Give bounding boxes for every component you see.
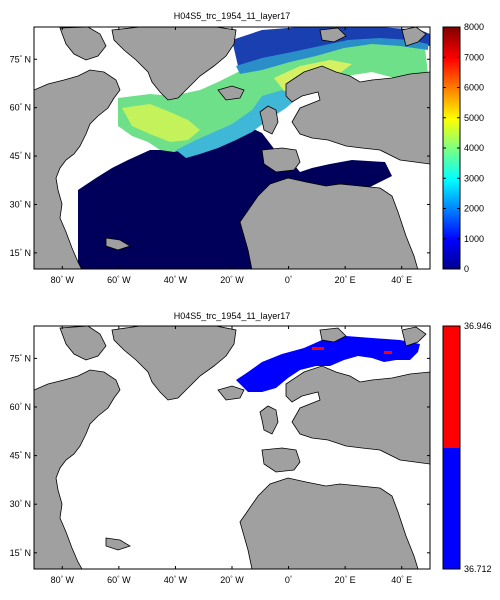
caribbean-2: [105, 537, 131, 551]
colorbar-tick-label: 6000: [464, 83, 484, 93]
colorbar-tick-label: 3000: [464, 173, 484, 183]
y-tick-label: 15° N: [10, 248, 31, 258]
scandinavia: [285, 65, 430, 165]
y-tick-label: 75° N: [10, 353, 31, 363]
y-tick-label: 30° N: [10, 199, 31, 209]
caribbean: [105, 237, 131, 251]
colorbar-tick-label: 36.946: [464, 321, 492, 331]
x-tick-label: 0°: [285, 575, 293, 585]
north-america: [34, 69, 121, 269]
panel-1: H04S5_trc_1954_11_layer17: [10, 11, 484, 285]
x-tick-label: 80° W: [51, 275, 75, 285]
iberia: [261, 147, 301, 173]
x-tick-label: 40° E: [391, 275, 412, 285]
ocean-low-field: [78, 125, 392, 269]
x-tick-label: 20° E: [335, 575, 356, 585]
colorbar-tick-label: 0: [464, 264, 469, 274]
y-tick-label: 15° N: [10, 548, 31, 558]
north-america-2: [34, 369, 121, 569]
x-tick-label: 40° E: [391, 575, 412, 585]
iceland-2: [217, 385, 245, 401]
panel-2-title: H04S5_trc_1954_11_layer17: [174, 311, 290, 321]
panel-2-colorbar-frame: [442, 325, 461, 570]
colorbar-tick-label: 4000: [464, 143, 484, 153]
colorbar-tick-label: 2000: [464, 204, 484, 214]
x-tick-label: 40° W: [164, 575, 188, 585]
x-tick-label: 20° W: [220, 275, 244, 285]
red-spot-east: [384, 351, 392, 354]
panel-2-x-axis: 80° W 60° W 40° W 20° W 0° 20° E 40° E: [51, 326, 412, 585]
panel-2-land: [34, 326, 430, 569]
x-tick-label: 60° W: [107, 575, 131, 585]
africa-2: [239, 477, 419, 569]
panel-1-land: [34, 27, 430, 269]
y-tick-label: 60° N: [10, 402, 31, 412]
x-tick-label: 20° W: [220, 575, 244, 585]
british-isles: [259, 105, 279, 135]
x-tick-label: 40° W: [164, 275, 188, 285]
y-tick-label: 60° N: [10, 103, 31, 113]
baffin-island-2: [59, 326, 107, 361]
panel-1-y-axis: 75° N 60° N 45° N 30° N 15° N: [10, 54, 430, 258]
y-tick-label: 45° N: [10, 451, 31, 461]
scandinavia-2: [285, 365, 430, 465]
y-tick-label: 30° N: [10, 499, 31, 509]
panel-2: H04S5_trc_1954_11_layer17 80°: [10, 311, 492, 585]
x-tick-label: 60° W: [107, 275, 131, 285]
colorbar-tick-label: 36.712: [464, 564, 492, 574]
panel-1-x-axis: 80° W 60° W 40° W 20° W 0° 20° E 40° E: [51, 27, 412, 285]
iberia-2: [261, 447, 301, 473]
panel-2-y-axis: 75° N 60° N 45° N 30° N 15° N: [10, 353, 430, 558]
panel-1-colorbar: 8000 7000 6000 5000 4000 3000 2000 1000 0: [442, 22, 484, 274]
x-tick-label: 20° E: [335, 275, 356, 285]
panel-1-title: H04S5_trc_1954_11_layer17: [174, 11, 290, 21]
africa: [239, 177, 419, 269]
colorbar-tick-label: 1000: [464, 234, 484, 244]
baffin-island: [59, 27, 107, 61]
svalbard-2: [319, 327, 347, 343]
labrador-yellow-patch: [122, 104, 200, 142]
colorbar-tick-label: 5000: [464, 113, 484, 123]
panel-2-colorbar-high: [443, 326, 460, 448]
greenland: [111, 27, 237, 101]
barents-blue-field: [236, 336, 420, 392]
iceland: [217, 85, 245, 101]
panel-1-map: [34, 27, 430, 269]
panel-2-colorbar-low: [443, 448, 460, 569]
novaya-zemlya-2: [401, 326, 427, 347]
colorbar-tick-label: 8000: [464, 22, 484, 32]
svalbard: [319, 27, 347, 43]
x-tick-label: 0°: [285, 275, 293, 285]
british-isles-2: [259, 405, 279, 435]
x-tick-label: 80° W: [51, 575, 75, 585]
greenland-2: [111, 326, 237, 401]
y-tick-label: 75° N: [10, 54, 31, 64]
panel-2-map: [34, 326, 430, 569]
colorbar-tick-label: 7000: [464, 52, 484, 62]
y-tick-label: 45° N: [10, 151, 31, 161]
red-spot-svalbard: [312, 347, 324, 350]
panel-2-colorbar: 36.946 36.712: [442, 321, 492, 574]
